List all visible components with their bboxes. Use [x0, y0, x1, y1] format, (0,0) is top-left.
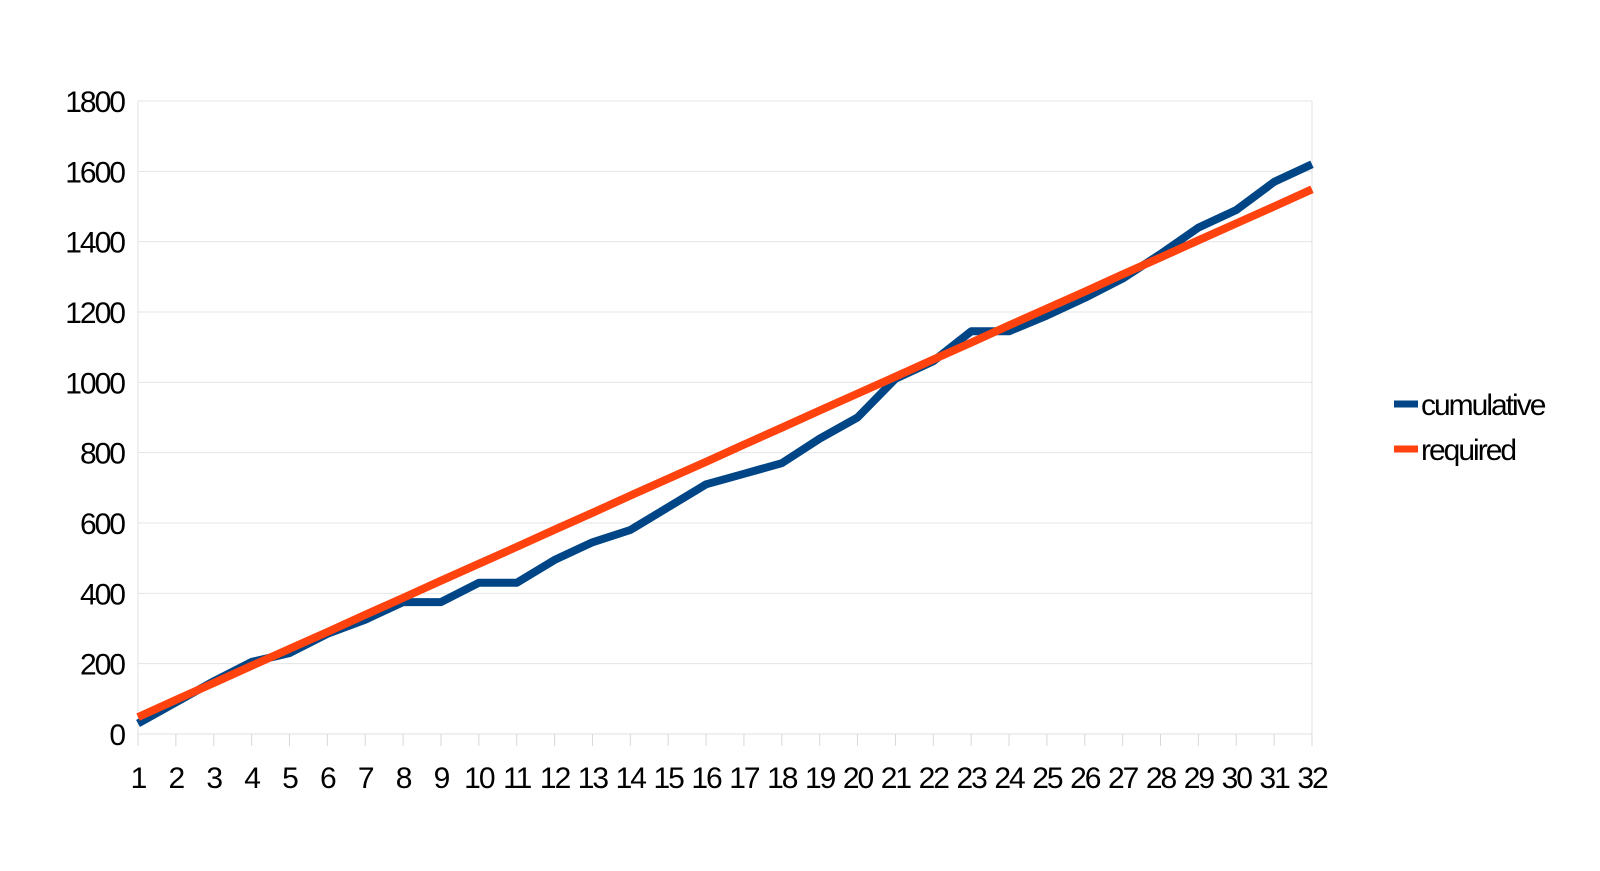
x-tick-label: 31: [1259, 762, 1290, 795]
series-line-required: [136, 185, 1314, 721]
y-tick-label: 800: [80, 438, 125, 471]
x-tick-label: 3: [206, 762, 222, 795]
y-tick-label: 1200: [65, 297, 125, 330]
x-tick-label: 25: [1032, 762, 1063, 795]
x-tick-label: 30: [1222, 762, 1253, 795]
x-tick-label: 20: [843, 762, 874, 795]
y-tick-label: 1400: [65, 227, 125, 260]
x-tick-label: 28: [1146, 762, 1177, 795]
x-tick-label: 24: [994, 762, 1025, 795]
legend-label-cumulative: cumulative: [1421, 389, 1546, 422]
x-tick-label: 7: [358, 762, 374, 795]
x-tick-label: 27: [1108, 762, 1139, 795]
x-tick-label: 23: [956, 762, 987, 795]
x-tick-label: 1: [131, 762, 147, 795]
y-tick-label: 600: [80, 508, 125, 541]
x-tick-label: 2: [169, 762, 185, 795]
x-tick-label: 13: [578, 762, 609, 795]
x-tick-label: 32: [1297, 762, 1328, 795]
x-tick-label: 11: [503, 762, 531, 795]
x-tick-label: 26: [1070, 762, 1101, 795]
legend: cumulative required: [1394, 389, 1548, 467]
x-tick-label: 8: [396, 762, 412, 795]
x-tick-label: 12: [540, 762, 571, 795]
x-tick-label: 9: [434, 762, 450, 795]
y-tick-label: 1800: [65, 86, 125, 119]
x-tick-label: 15: [654, 762, 685, 795]
gridlines: [138, 100, 1312, 665]
x-tick-label: 5: [282, 762, 298, 795]
series-lines: [136, 160, 1314, 727]
x-tick-label: 10: [464, 762, 495, 795]
x-tick-label: 29: [1184, 762, 1215, 795]
x-tick-label: 4: [244, 762, 260, 795]
x-tick-label: 6: [320, 762, 336, 795]
x-tick-label: 14: [616, 762, 647, 795]
x-tick-label: 18: [767, 762, 798, 795]
y-tick-label: 1000: [65, 367, 125, 400]
x-tick-label: 16: [691, 762, 722, 795]
y-tick-label: 1600: [65, 156, 125, 189]
x-tick-label: 17: [729, 762, 760, 795]
y-tick-label: 0: [109, 719, 125, 752]
x-tick-label: 22: [919, 762, 950, 795]
y-tick-label: 400: [80, 578, 125, 611]
y-tick-label: 200: [80, 649, 125, 682]
x-tick-label: 21: [881, 762, 912, 795]
legend-label-required: required: [1421, 434, 1515, 467]
x-tick-label: 19: [805, 762, 836, 795]
